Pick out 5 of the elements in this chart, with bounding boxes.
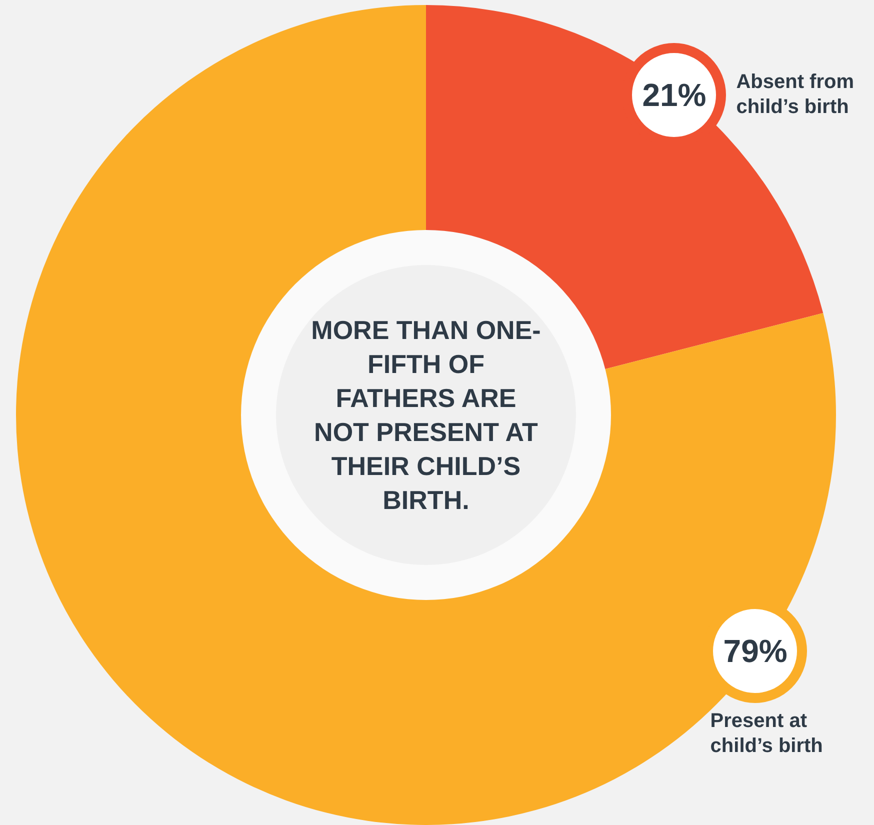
slice-label: Absent from child’s birth: [736, 70, 856, 120]
text: MORE THAN ONE-FIFTH OF FATHERS ARE NOT PRESENT AT THEIR CHILD’S BIRTH.: [310, 314, 542, 517]
data-label: 21%: [641, 76, 708, 115]
data-label: 79%: [722, 632, 788, 671]
slice-label: Present at child’s birth: [710, 708, 824, 759]
